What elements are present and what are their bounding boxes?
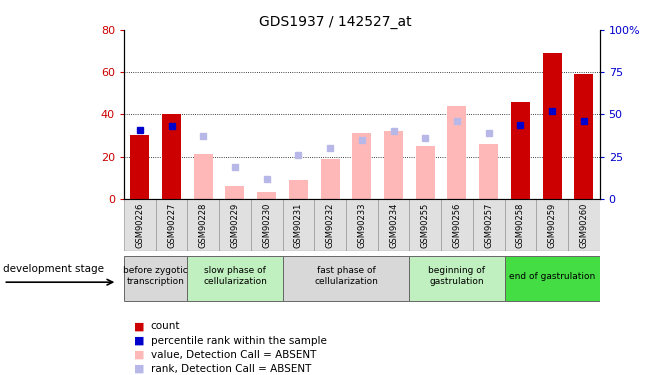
Bar (283, 199, 314, 251)
Bar (448, 106, 466, 199)
Text: percentile rank within the sample: percentile rank within the sample (151, 336, 327, 345)
Text: GSM90229: GSM90229 (230, 202, 239, 248)
Text: GSM90226: GSM90226 (135, 202, 144, 248)
Bar (124, 256, 188, 301)
Text: end of gastrulation: end of gastrulation (509, 272, 595, 280)
Text: slow phase of
cellularization: slow phase of cellularization (203, 266, 267, 286)
Text: GSM90227: GSM90227 (167, 202, 176, 248)
Text: rank, Detection Call = ABSENT: rank, Detection Call = ABSENT (151, 364, 311, 374)
Text: count: count (151, 321, 180, 331)
Bar (225, 186, 245, 199)
Text: GSM90258: GSM90258 (516, 202, 525, 248)
Bar (378, 199, 409, 251)
Text: before zygotic
transcription: before zygotic transcription (123, 266, 188, 286)
Bar (384, 131, 403, 199)
Bar (352, 134, 371, 199)
Bar (409, 256, 505, 301)
Text: fast phase of
cellularization: fast phase of cellularization (314, 266, 378, 286)
Text: GSM90232: GSM90232 (326, 202, 334, 248)
Text: ■: ■ (134, 321, 145, 331)
Text: GSM90255: GSM90255 (421, 202, 429, 248)
Bar (320, 159, 340, 199)
Bar (124, 199, 155, 251)
Bar (251, 199, 283, 251)
Bar (479, 144, 498, 199)
Bar (511, 102, 530, 199)
Text: ■: ■ (134, 364, 145, 374)
Text: GSM90233: GSM90233 (357, 202, 366, 248)
Text: GDS1937 / 142527_at: GDS1937 / 142527_at (259, 15, 411, 29)
Bar (346, 199, 378, 251)
Text: GSM90260: GSM90260 (580, 202, 588, 248)
Bar (155, 199, 188, 251)
Bar (194, 154, 213, 199)
Bar (219, 199, 251, 251)
Bar (543, 53, 561, 199)
Text: ■: ■ (134, 350, 145, 360)
Bar (257, 192, 276, 199)
Bar (505, 256, 600, 301)
Bar (188, 199, 219, 251)
Bar (505, 199, 536, 251)
Bar (283, 256, 409, 301)
Bar (473, 199, 505, 251)
Bar (574, 74, 594, 199)
Text: GSM90234: GSM90234 (389, 202, 398, 248)
Text: development stage: development stage (3, 264, 105, 274)
Text: GSM90257: GSM90257 (484, 202, 493, 248)
Bar (568, 199, 600, 251)
Text: GSM90228: GSM90228 (199, 202, 208, 248)
Bar (441, 199, 473, 251)
Bar (409, 199, 441, 251)
Bar (162, 114, 181, 199)
Text: GSM90259: GSM90259 (547, 202, 557, 248)
Text: GSM90231: GSM90231 (294, 202, 303, 248)
Bar (415, 146, 435, 199)
Bar (130, 135, 149, 199)
Text: value, Detection Call = ABSENT: value, Detection Call = ABSENT (151, 350, 316, 360)
Bar (289, 180, 308, 199)
Text: GSM90230: GSM90230 (262, 202, 271, 248)
Bar (188, 256, 283, 301)
Bar (314, 199, 346, 251)
Bar (536, 199, 568, 251)
Text: beginning of
gastrulation: beginning of gastrulation (428, 266, 486, 286)
Text: ■: ■ (134, 336, 145, 345)
Text: GSM90256: GSM90256 (452, 202, 462, 248)
